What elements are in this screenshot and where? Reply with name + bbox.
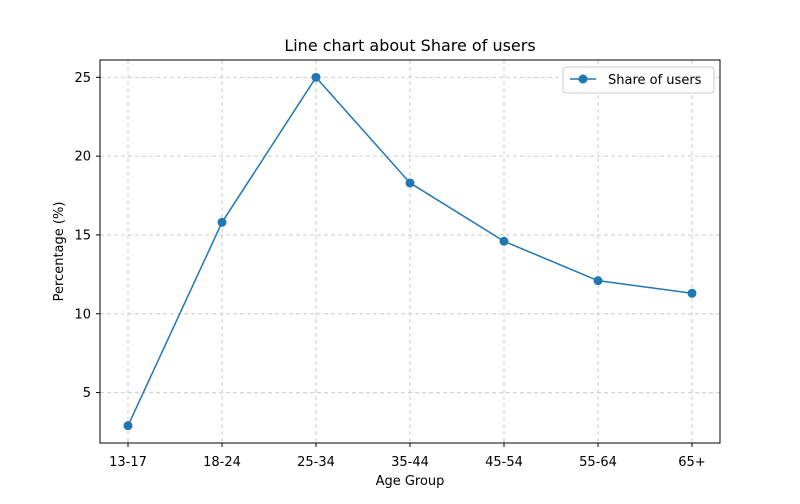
y-tick-label: 5 xyxy=(83,386,91,401)
x-tick-label: 35-44 xyxy=(391,455,429,470)
legend-label: Share of users xyxy=(608,73,702,88)
data-point xyxy=(593,276,603,286)
x-tick-label: 65+ xyxy=(678,455,705,470)
data-point xyxy=(123,421,133,431)
x-tick-label: 25-34 xyxy=(297,455,335,470)
data-point xyxy=(217,217,227,227)
y-tick-label: 10 xyxy=(74,307,91,322)
series-layer xyxy=(123,72,697,431)
y-tick-label: 15 xyxy=(74,228,91,243)
legend-frame xyxy=(562,66,715,94)
grid-lines xyxy=(100,60,720,443)
data-point xyxy=(687,288,697,298)
x-tick-label: 55-64 xyxy=(579,455,617,470)
x-tick-label: 13-17 xyxy=(109,455,147,470)
y-tick-label: 25 xyxy=(74,71,91,86)
chart-title: Line chart about Share of users xyxy=(284,36,535,55)
data-point xyxy=(405,178,415,188)
x-tick-label: 45-54 xyxy=(485,455,523,470)
data-point xyxy=(499,236,509,246)
legend: Share of users xyxy=(562,66,715,94)
axis-ticks: 13-17 18-24 25-34 35-44 45-54 55-64 65+ 5 10 15 20… xyxy=(74,71,705,470)
x-tick-label: 18-24 xyxy=(203,455,241,470)
y-axis-label: Percentage (%) xyxy=(52,202,67,302)
x-axis-label: Age Group xyxy=(376,474,445,489)
data-point xyxy=(311,72,321,82)
y-tick-label: 20 xyxy=(74,150,91,165)
legend-marker-swatch xyxy=(578,74,588,84)
